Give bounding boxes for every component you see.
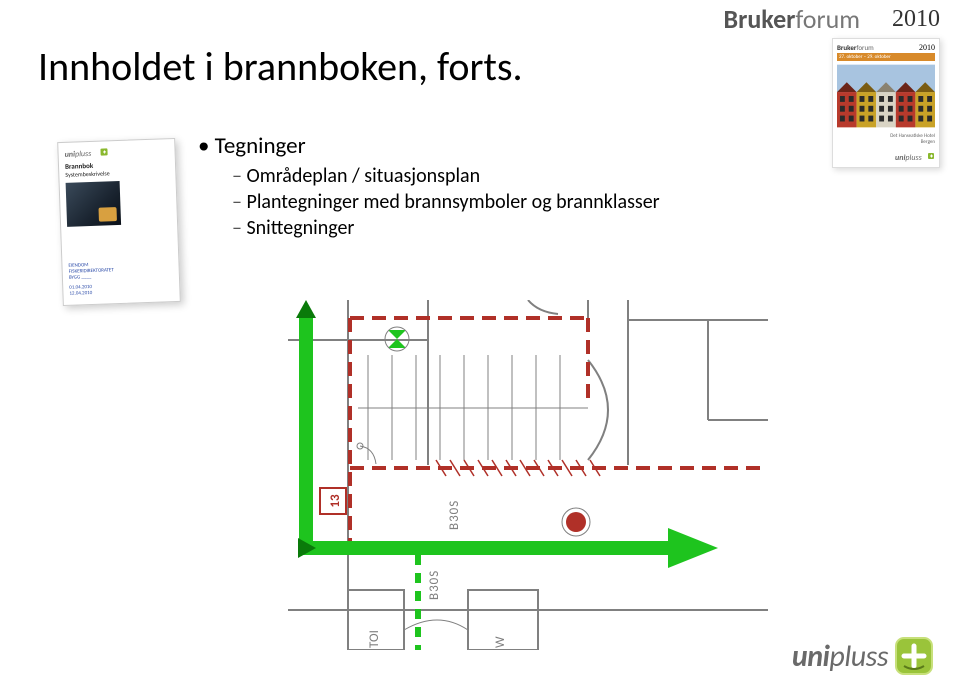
brand-bold: Bruker <box>724 3 796 35</box>
doc-meta: EIENDOM FISKERIDIREKTORATET BYGG ____ 01… <box>68 261 114 297</box>
brochure-location: Det Hanseatiske Hotel Bergen <box>837 134 935 145</box>
svg-text:B30S: B30S <box>427 570 442 600</box>
brochure-logo: unipluss <box>837 151 935 165</box>
svg-text:unipluss: unipluss <box>64 149 92 159</box>
bullet-list: Tegninger Områdeplan / situasjonsplan Pl… <box>198 132 660 242</box>
svg-text:unipluss: unipluss <box>895 153 923 163</box>
bullet-lvl1: Tegninger <box>198 132 660 160</box>
brand-text: Brukerforum <box>724 3 860 35</box>
svg-text:TOI: TOI <box>367 630 382 648</box>
bullet-sub2: Plantegninger med brannsymboler og brann… <box>232 190 660 214</box>
brochure-datebar: 27. oktober – 29. oktober <box>837 53 935 61</box>
brochure-thumb: Brukerforum 2010 27. oktober – 29. oktob… <box>832 38 940 168</box>
footer-logo: unipluss <box>792 636 934 676</box>
header-year: 2010 <box>892 6 940 33</box>
footer-logo-text: unipluss <box>792 638 888 675</box>
bullet-sub1: Områdeplan / situasjonsplan <box>232 164 660 188</box>
page-title: Innholdet i brannboken, forts. <box>38 42 523 91</box>
floor-plan: 13 B30S B30S TOI W <box>288 300 768 650</box>
brochure-photo <box>837 64 935 128</box>
brand-light: forum <box>795 3 860 35</box>
plus-icon <box>894 636 934 676</box>
bullet-sub3: Snittegninger <box>232 216 660 240</box>
doc-thumb: unipluss Brannbok Systembeskrivelse EIEN… <box>57 138 181 306</box>
doc-photo <box>66 181 122 227</box>
svg-text:W: W <box>493 636 508 648</box>
svg-text:B30S: B30S <box>447 500 462 530</box>
svg-text:13: 13 <box>328 494 343 508</box>
header-bar: Brukerforum 2010 <box>0 0 960 38</box>
